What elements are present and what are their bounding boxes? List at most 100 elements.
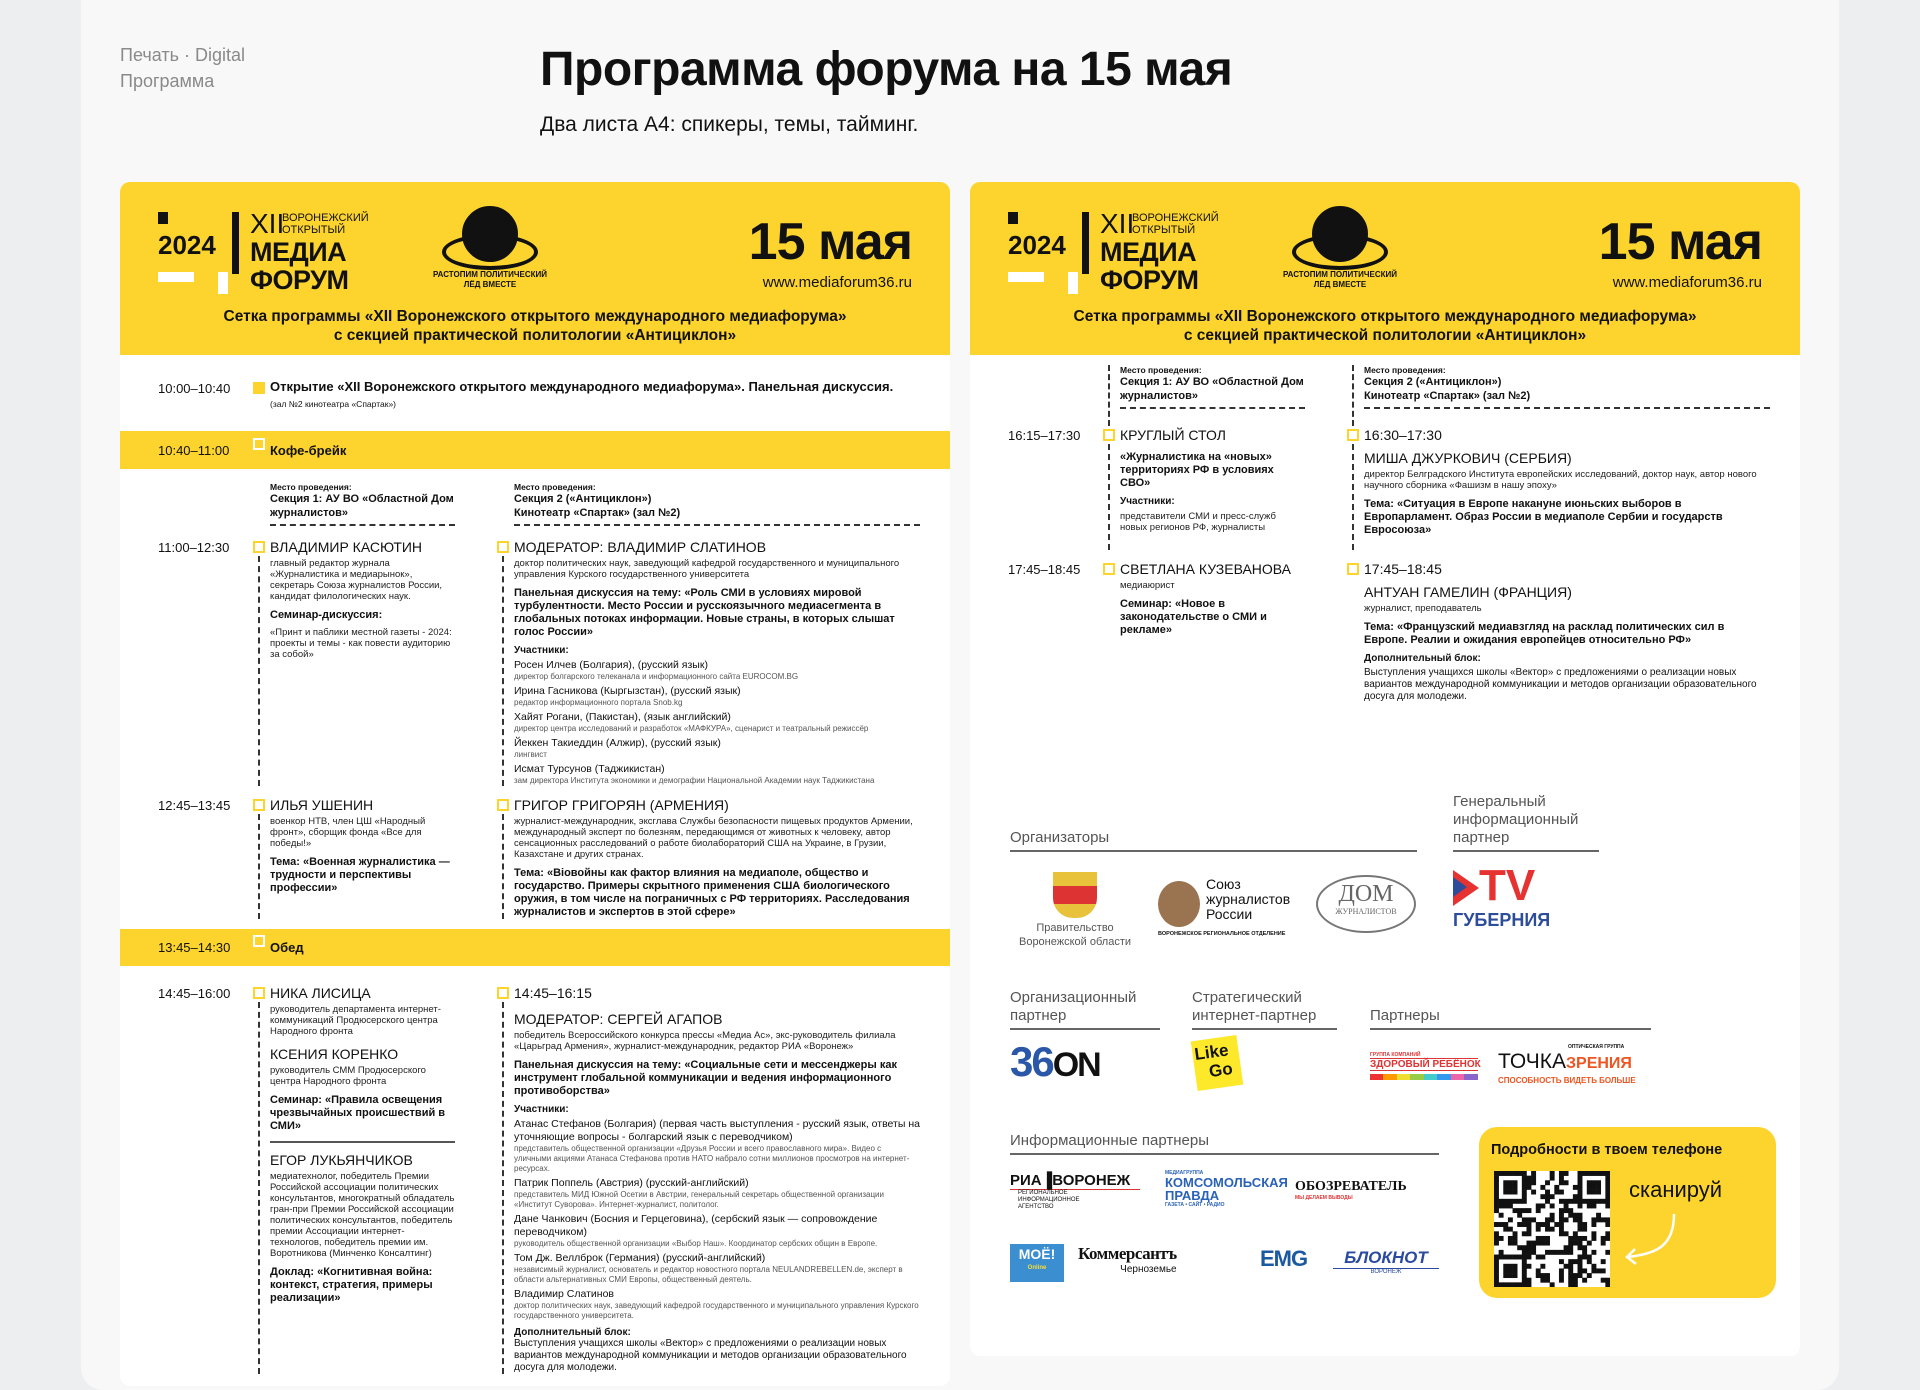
session-row: 11:00–12:30 Владимир Касютин главный реда… <box>120 538 950 796</box>
participant-desc: представитель общественной организации «… <box>514 1144 910 1173</box>
marker-icon <box>497 541 509 553</box>
venue-section-2: Место проведения: Секция 2 («Антициклон»)… <box>514 482 932 538</box>
program-sheet-2: 2024 XII ВОРОНЕЖСКИЙ ОТКРЫТЫЙ МЕДИА ФОРУМ РАС… <box>970 182 1800 1356</box>
participant-list: Атанас Стефанов (Болгария) (первая часть… <box>514 1118 920 1321</box>
marker-icon <box>253 437 265 450</box>
organizers-heading: Организаторы <box>1010 829 1417 852</box>
marker-icon <box>253 541 265 553</box>
sheet-header: 2024 XII ВОРОНЕЖСКИЙ ОТКРЫТЫЙ МЕДИА ФОРУМ РАС… <box>970 182 1800 355</box>
crumb-format: Печать · Digital <box>120 45 245 65</box>
marker-icon <box>253 987 265 999</box>
bloknot-logo: БЛОКНОТ ВОРОНЕЖ <box>1333 1248 1439 1275</box>
marker-icon <box>253 799 265 811</box>
sheet-title: Сетка программы «XII Воронежского открыт… <box>223 308 847 344</box>
session-row: 12:45–13:45 Илья Ушенин военкор НТВ, член… <box>120 796 950 929</box>
like-go-logo: Like Go <box>1190 1035 1244 1091</box>
participant-desc: директор болгарского телеканала и информ… <box>514 672 799 681</box>
participant-name: Том Дж. Веллброк (Германия) (русский-анг… <box>514 1252 766 1264</box>
participant-name: Атанас Стефанов (Болгария) (первая часть… <box>514 1118 920 1143</box>
panel-slatinov: Модератор: Владимир Слатинов доктор полит… <box>497 538 932 786</box>
marker-icon <box>1103 563 1115 575</box>
marker-icon <box>253 382 265 394</box>
speaker-ushenin: Илья Ушенин военкор НТВ, член ЦШ «Народны… <box>253 796 497 919</box>
healthy-child-logo: ГРУППА КОМПАНИЙ ЗДОРОВЫЙ РЕБЁНОК <box>1370 1052 1481 1080</box>
lunch-band: 13:45–14:30 Обед <box>120 929 950 966</box>
marker-icon <box>1103 429 1115 441</box>
opening-session: Открытие «XII Воронежского открытого меж… <box>253 379 910 431</box>
scan-label: сканируй <box>1629 1177 1723 1202</box>
event-date: 15 мая <box>1598 213 1763 271</box>
participant-desc: зам директора Института экономики и демо… <box>514 776 875 785</box>
panel-agapov: 14:45–16:15 Модератор: Сергей Агапов побе… <box>497 984 932 1374</box>
participant-desc: руководитель общественной организации «В… <box>514 1239 878 1248</box>
journalists-house-logo: ДОМ ЖУРНАЛИСТОВ <box>1316 875 1416 933</box>
mediaforum-logo: 2024 XII ВОРОНЕЖСКИЙ ОТКРЫТЫЙ МЕДИА ФОРУМ <box>158 208 369 295</box>
session-row: 16:15–17:30 Круглый стол «Журналистика на… <box>970 426 1800 560</box>
breadcrumb: Печать · Digital Программа <box>120 42 245 94</box>
round-table: Круглый стол «Журналистика на «новых» тер… <box>1103 426 1347 550</box>
36on-logo: 36ON <box>1010 1038 1102 1085</box>
gov-logo: Правительство Воронежской области <box>1010 872 1140 949</box>
page-subtitle: Два листа А4: спикеры, темы, тайминг. <box>540 113 919 136</box>
participant-name: Владимир Слатинов <box>514 1288 615 1300</box>
website-link[interactable]: www.mediaforum36.ru <box>762 274 912 291</box>
participant-name: Хайят Рогани, (Пакистан), (язык английск… <box>514 711 731 723</box>
moe-online-logo: МОЁ! Online <box>1010 1244 1064 1282</box>
venue-section-2: Место проведения: Секция 2 («Антициклон»)… <box>1352 365 1782 426</box>
venues-row: Место проведения: Секция 1: АУ ВО «Област… <box>120 469 950 538</box>
org-partner-heading: Организационный партнер <box>1010 989 1160 1030</box>
crumb-section: Программа <box>120 71 215 91</box>
ria-voronezh-logo: РИА▐ВОРОНЕЖ РЕГИОНАЛЬНОЕ ИНФОРМАЦИОННОЕ А… <box>1010 1172 1140 1211</box>
anticyclone-emblem: РАСТОПИМ ПОЛИТИЧЕСКИЙ ЛЁД ВМЕСТЕ <box>433 200 547 300</box>
speaker-grigoryan: Григор Григорян (Армения) журналист-между… <box>497 796 932 919</box>
anticyclone-emblem: РАСТОПИМ ПОЛИТИЧЕСКИЙ ЛЁД ВМЕСТЕ <box>1283 200 1397 300</box>
time-slot: 14:45–16:00 <box>158 986 231 1001</box>
journalists-union-logo: Союз журналистов России ВОРОНЕЖСКОЕ РЕГИОН… <box>1158 876 1291 937</box>
website-link[interactable]: www.mediaforum36.ru <box>1612 274 1762 291</box>
qr-code[interactable] <box>1494 1171 1610 1287</box>
partners-heading: Партнеры <box>1370 1007 1651 1030</box>
participant-desc: независимый журналист, основатель и реда… <box>514 1265 903 1284</box>
time-slot: 10:40–11:00 <box>158 442 230 458</box>
session-row: 17:45–18:45 Светлана Кузеванова медиаюрис… <box>970 560 1800 703</box>
time-slot: 10:00–10:40 <box>158 381 231 396</box>
marker-icon <box>497 987 509 999</box>
participant-desc: представитель МИД Южной Осетии в Австрии… <box>514 1190 884 1209</box>
tv-guberniya-logo: TV ГУБЕРНИЯ <box>1453 861 1551 930</box>
participant-name: Исмат Турсунов (Таджикистан) <box>514 763 665 775</box>
participant-name: Дане Чанкович (Босния и Герцеговина), (с… <box>514 1213 878 1238</box>
marker-icon <box>1347 563 1359 575</box>
mediaforum-logo: 2024 XII ВОРОНЕЖСКИЙ ОТКРЫТЫЙ МЕДИА ФОРУМ <box>1008 208 1219 295</box>
participant-name: Росен Илчев (Болгария), (русский язык) <box>514 659 708 671</box>
sheet-title: Сетка программы «XII Воронежского открыт… <box>1073 308 1697 344</box>
marker-icon <box>1347 429 1359 441</box>
participant-desc: редактор информационного портала Snob.kg <box>514 698 683 707</box>
strategic-partner-heading: Стратегический интернет-партнер <box>1192 989 1337 1030</box>
marker-icon <box>497 799 509 811</box>
speaker-djurkovic: 16:30–17:30 Миша Джуркович (Сербия) директ… <box>1347 426 1782 550</box>
time-slot: 13:45–14:30 <box>158 940 231 955</box>
speaker-kasyutin: Владимир Касютин главный редактор журнала… <box>253 538 497 786</box>
venue-section-1: Место проведения: Секция 1: АУ ВО «Област… <box>1108 365 1347 426</box>
tochka-zreniya-logo: ОПТИЧЕСКАЯ ГРУППА ТОЧКАЗРЕНИЯ СПОСОБНОСТ… <box>1498 1044 1636 1085</box>
time-slot: 17:45–18:45 <box>1008 562 1081 577</box>
venue-section-1: Место проведения: Секция 1: АУ ВО «Област… <box>270 482 497 538</box>
speaker-kuzevanova: Светлана Кузеванова медиаюрист Семинар: «Н… <box>1103 560 1347 703</box>
arrow-icon <box>1625 1213 1676 1265</box>
participant-name: Ирина Гасникова (Кыргызстан), (русский я… <box>514 685 741 697</box>
time-slot: 11:00–12:30 <box>158 540 230 555</box>
event-date: 15 мая <box>748 213 913 271</box>
time-slot: 12:45–13:45 <box>158 798 231 813</box>
coffee-break-label: Кофе-брейк <box>270 442 347 458</box>
participant-name: Йеккен Такиеддин (Алжир), (русский язык) <box>514 737 721 749</box>
speaker-gamelin: 17:45–18:45 Антуан Гамелин (Франция) журна… <box>1347 560 1782 703</box>
participant-desc: лингвист <box>514 750 547 759</box>
venues-row: Место проведения: Секция 1: АУ ВО «Област… <box>970 355 1800 426</box>
participant-desc: директор центра исследований и разработо… <box>514 724 869 733</box>
qr-promo: Подробности в твоем телефоне сканируй <box>1479 1127 1776 1298</box>
session-row: 14:45–16:00 Ника Лисица руководитель депа… <box>120 966 950 1386</box>
kommersant-logo: Коммерсантъ Черноземье <box>1078 1244 1177 1275</box>
coffee-break-band: 10:40–11:00 Кофе-брейк <box>120 431 950 469</box>
obozrevatel-logo: ОБОЗРЕВАТЕЛЬ МЫ ДЕЛАЕМ ВЫВОДЫ <box>1295 1179 1407 1201</box>
opening-row: 10:00–10:40 Открытие «XII Воронежского о… <box>120 355 950 431</box>
